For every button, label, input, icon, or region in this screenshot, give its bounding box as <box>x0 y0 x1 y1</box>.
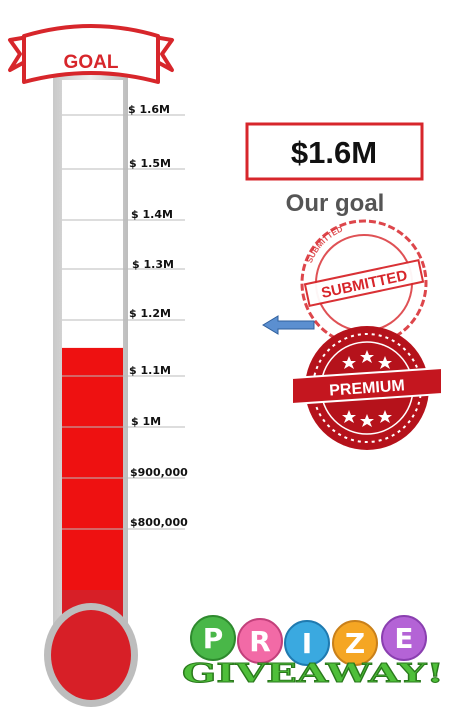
goal-amount-frame <box>245 122 424 181</box>
scale-label-1-3m: $ 1.3M <box>132 258 174 271</box>
prize-letter-z: Z <box>345 627 365 660</box>
stamp-outer-ring <box>300 219 428 347</box>
prize-bubble-z <box>332 620 378 666</box>
scale-label-800k: $800,000 <box>130 516 188 529</box>
thermometer <box>44 72 138 707</box>
left-arrow-icon <box>262 315 315 335</box>
prize-bubble-p <box>190 615 236 661</box>
goal-amount-box: $1.6M <box>245 122 424 181</box>
scale-label-1-2m: $ 1.2M <box>129 307 171 320</box>
prize-letter-r: R <box>249 625 271 658</box>
prize-bubble-i <box>284 620 330 666</box>
goal-banner: GOAL <box>8 24 174 84</box>
scale-label-1-1m: $ 1.1M <box>129 364 171 377</box>
prize-bubble-r <box>237 618 283 664</box>
banner-ribbon <box>22 24 160 84</box>
scale-label-1-6m: $ 1.6M <box>128 103 170 116</box>
thermometer-bulb <box>51 610 131 700</box>
prize-bubble-e <box>381 615 427 661</box>
scale-label-1m: $ 1M <box>131 415 161 428</box>
scale-label-900k: $900,000 <box>130 466 188 479</box>
stamp-arc-text-top: SUBMITTED <box>299 224 349 266</box>
banner-label: GOAL <box>64 52 119 73</box>
thermometer-scale: $ 1.6M $ 1.5M $ 1.4M $ 1.3M $ 1.2M $ 1.1… <box>62 103 188 530</box>
stamp-band <box>303 258 425 308</box>
scale-label-1-4m: $ 1.4M <box>131 208 173 221</box>
seal-band <box>291 366 443 406</box>
prize-letter-e: E <box>394 622 413 655</box>
premium-label: PREMIUM <box>329 377 406 399</box>
goal-caption: Our goal <box>286 190 385 217</box>
premium-seal: PREMIUM <box>291 326 443 450</box>
prize-letter-i: I <box>302 627 312 660</box>
giveaway-label: GIVEAWAY! <box>182 659 444 689</box>
scale-label-1-5m: $ 1.5M <box>129 157 171 170</box>
prize-giveaway-graphic: P R I Z E GIVEAWAY! <box>182 615 445 690</box>
goal-amount: $1.6M <box>291 135 377 170</box>
seal-stars <box>342 350 392 427</box>
thermometer-fill <box>62 347 123 600</box>
prize-letter-p: P <box>203 622 224 655</box>
